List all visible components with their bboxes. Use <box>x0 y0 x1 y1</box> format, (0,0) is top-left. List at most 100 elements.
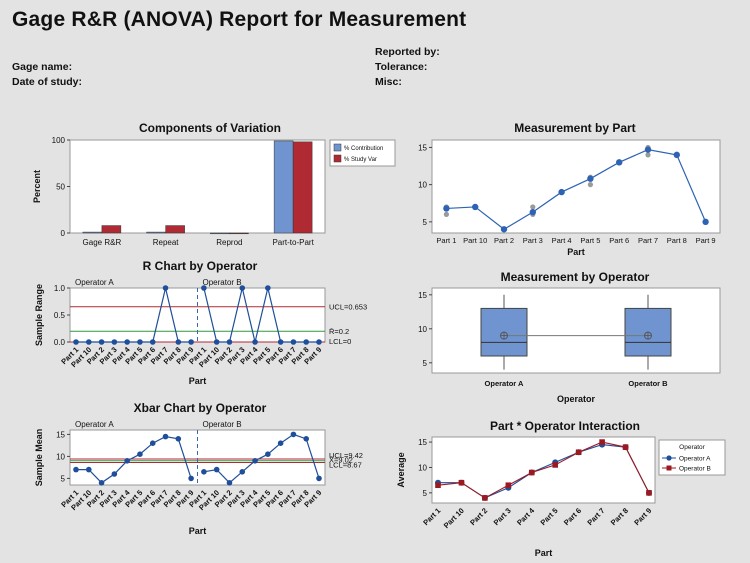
components-chart-title: Components of Variation <box>138 121 281 135</box>
interaction-legend-title: Operator <box>679 444 705 451</box>
r-chart-point <box>239 285 246 291</box>
r-chart-point <box>290 339 297 345</box>
by-operator-chart-title: Measurement by Operator <box>500 270 650 284</box>
interaction-legend-marker <box>666 465 672 471</box>
xbar-chart-point <box>213 466 220 473</box>
interaction-x-label: Part <box>535 548 553 558</box>
interaction-point <box>435 482 441 489</box>
components-y-tick-label: 50 <box>56 183 65 192</box>
components-bar <box>146 231 166 234</box>
by-part-mean-point <box>443 205 450 212</box>
by-part-mean-point <box>472 203 479 211</box>
r-chart-y-tick-label: 0.0 <box>54 338 66 347</box>
xbar-chart-point <box>85 466 92 473</box>
r-chart-point <box>201 285 207 291</box>
by-part-y-tick-label: 15 <box>418 143 427 152</box>
interaction-chart-title: Part * Operator Interaction <box>489 419 641 433</box>
interaction-plot-area <box>431 436 656 504</box>
by-part-observation-point <box>530 204 536 210</box>
components-legend-swatch <box>333 154 342 163</box>
components-legend-swatch <box>333 143 342 152</box>
components-bar <box>210 232 230 235</box>
xbar-chart-point <box>73 466 79 473</box>
interaction-category-label: Part 9 <box>632 506 653 527</box>
interaction-category-label: Part 3 <box>492 506 513 527</box>
r-chart-point <box>73 339 79 345</box>
r-chart-x-label: Part <box>189 376 207 386</box>
r-chart-ucl-label: UCL=0.653 <box>329 303 367 312</box>
r-chart-lcl-label: LCL=0 <box>329 337 351 346</box>
r-chart-group-label: Operator A <box>75 278 114 287</box>
xbar-chart-point <box>175 436 182 442</box>
by-part-mean-point <box>587 175 594 182</box>
interaction-category-label: Part 5 <box>539 506 560 527</box>
interaction-category-label: Part 10 <box>442 506 466 530</box>
interaction-category-label: Part 1 <box>421 506 442 527</box>
xbar-chart-point <box>303 436 310 442</box>
interaction-legend-label: Operator B <box>679 466 711 473</box>
interaction-point <box>482 495 488 501</box>
xbar-chart-y-label: Sample Mean <box>34 429 44 487</box>
by-part-x-label: Part <box>567 247 585 257</box>
xbar-chart-title: Xbar Chart by Operator <box>133 401 267 415</box>
interaction-category-label: Part 7 <box>585 506 606 527</box>
components-category-label: Part-to-Part <box>272 238 314 247</box>
interaction-legend-label: Operator A <box>679 456 711 463</box>
interaction-category-label: Part 2 <box>468 506 489 527</box>
xbar-chart-point <box>277 440 284 447</box>
components-bar <box>229 232 249 235</box>
by-operator-y-tick-label: 15 <box>418 291 427 300</box>
by-part-category-label: Part 1 <box>436 236 456 245</box>
by-part-mean-point <box>558 188 565 196</box>
xbar-chart-point <box>137 451 143 458</box>
interaction-category-label: Part 8 <box>609 506 630 527</box>
by-operator-category-label: Operator B <box>628 379 668 388</box>
by-part-plot-area <box>431 139 721 234</box>
by-part-mean-point <box>673 151 680 159</box>
xbar-chart-series-line <box>203 433 320 484</box>
by-part-chart-title: Measurement by Part <box>514 121 636 135</box>
by-part-observation-point <box>587 182 594 188</box>
by-part-y-tick-label: 5 <box>423 218 428 227</box>
by-operator-y-tick-label: 5 <box>423 359 428 368</box>
xbar-chart-point <box>98 480 105 486</box>
components-y-label: Percent <box>32 170 42 203</box>
tolerance-label: Tolerance: <box>375 61 428 73</box>
r-chart-point <box>188 339 194 345</box>
r-chart-y-label: Sample Range <box>34 284 44 346</box>
by-part-mean-line <box>446 149 707 231</box>
interaction-category-label: Part 6 <box>562 506 583 527</box>
r-chart-group-label: Operator B <box>203 278 242 287</box>
interaction-legend-marker <box>666 455 672 461</box>
r-chart-point <box>303 339 310 345</box>
components-category-label: Reprod <box>216 238 242 247</box>
r-chart-point <box>265 285 271 291</box>
components-bar <box>165 225 185 234</box>
xbar-chart-y-tick-label: 10 <box>56 452 65 461</box>
by-part-observation-point <box>443 211 449 217</box>
r-chart-point <box>252 339 258 345</box>
r-chart-point <box>111 339 118 345</box>
reported-by-label: Reported by: <box>375 46 440 58</box>
interaction-point <box>622 444 629 450</box>
r-chart-point <box>162 285 169 291</box>
r-chart-y-tick-label: 0.5 <box>54 311 66 320</box>
xbar-chart-series-line <box>76 435 192 484</box>
interaction-y-tick-label: 5 <box>423 489 428 498</box>
by-operator-x-label: Operator <box>557 394 596 404</box>
by-part-mean-point <box>702 218 709 226</box>
xbar-chart-point <box>290 431 297 438</box>
by-part-mean-point <box>644 146 652 153</box>
r-chart-point <box>137 339 143 345</box>
xbar-chart-point <box>188 475 194 482</box>
r-chart-point <box>124 339 130 345</box>
components-bar <box>292 141 313 234</box>
r-chart-point <box>98 339 105 345</box>
by-part-category-label: Part 7 <box>638 236 658 245</box>
components-category-label: Repeat <box>153 238 180 247</box>
r-chart-point <box>277 339 284 345</box>
components-category-label: Gage R&R <box>83 238 122 247</box>
components-bar <box>101 225 122 234</box>
by-part-y-tick-label: 10 <box>418 181 427 190</box>
interaction-point <box>646 490 652 496</box>
